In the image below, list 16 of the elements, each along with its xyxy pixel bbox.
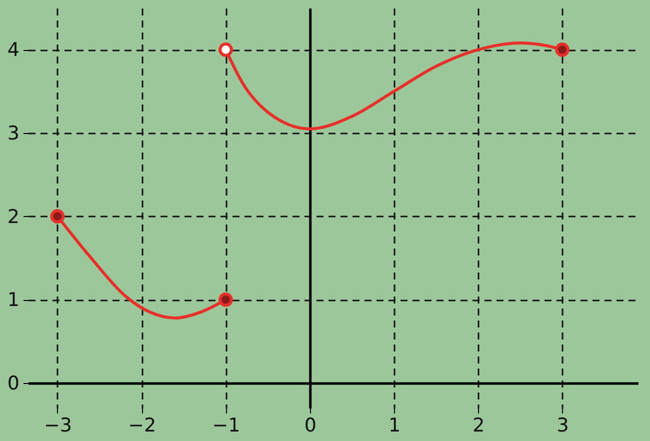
x-tick-label: −2 xyxy=(128,414,156,436)
y-tick-label: 4 xyxy=(7,39,20,62)
x-tick-label: 2 xyxy=(472,414,485,436)
x-tick-label: 3 xyxy=(556,414,569,436)
y-tick-label: 2 xyxy=(7,206,20,228)
x-tick-label: −1 xyxy=(212,414,240,436)
x-tick-label: −3 xyxy=(44,414,72,436)
y-tick-label: 0 xyxy=(7,372,20,394)
y-tick-label: 1 xyxy=(7,289,20,312)
point xyxy=(218,42,233,57)
y-tick-label: 3 xyxy=(7,122,20,144)
x-tick-label: 1 xyxy=(388,414,401,436)
x-tick-label: 0 xyxy=(304,414,316,436)
point xyxy=(50,209,65,224)
point xyxy=(218,292,233,307)
point xyxy=(555,42,570,57)
